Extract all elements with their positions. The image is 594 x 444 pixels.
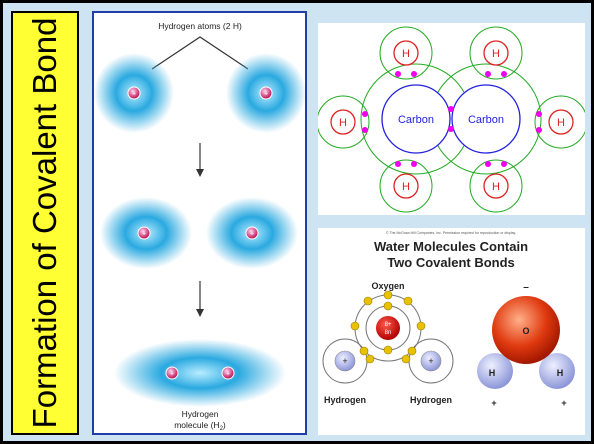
hydrogen-left-nucleus [334, 350, 356, 372]
model-hydrogen-right [539, 353, 575, 389]
molecule-electron-cloud [114, 339, 286, 407]
nucleus-symbol: + [170, 371, 174, 378]
hydrogen-ring [483, 40, 509, 66]
hydrogen-label: H [402, 181, 410, 193]
nucleus-left [127, 86, 141, 100]
shared-electron [362, 111, 368, 117]
shared-electron [536, 111, 542, 117]
shared-electron [485, 71, 491, 77]
electron [383, 290, 393, 300]
ethane-bond-panel: Carbon Carbon H H H H H H [316, 23, 588, 215]
hydrogen-label: H [557, 117, 565, 129]
hydrogen-left-label: Hydrogen [324, 395, 366, 405]
nucleus-left-approach [137, 226, 151, 240]
electron [383, 301, 393, 311]
electron [416, 321, 426, 331]
water-title-line2: Two Covalent Bonds [387, 255, 515, 270]
nucleus-symbol: + [132, 91, 136, 98]
electron [403, 296, 413, 306]
shared-electron [395, 161, 401, 167]
model-hydrogen-label: H [489, 368, 496, 378]
electron [363, 296, 373, 306]
model-oxygen [492, 296, 560, 364]
arrow-head-2 [196, 309, 204, 317]
negative-charge: – [523, 282, 529, 293]
hydrogen-shell [469, 26, 523, 80]
shared-electron [485, 161, 491, 167]
ethane-shell-diagram: Carbon Carbon H H H H H H [316, 26, 588, 213]
oxygen-nucleus [376, 316, 400, 340]
water-title-line1: Water Molecules Contain [374, 239, 528, 254]
shared-electron [536, 127, 542, 133]
shared-electron [395, 71, 401, 77]
hydrogen-formation-diagram: Hydrogen atoms (2 H) + + + + + [94, 21, 306, 432]
molecule-nucleus-right [221, 366, 235, 380]
proton-symbol: + [342, 356, 347, 366]
positive-charge: + [491, 398, 496, 408]
hydrogen-shell [379, 159, 433, 213]
positive-charge: + [561, 398, 566, 408]
hydrogen-formation-panel: Hydrogen atoms (2 H) + + + + + [92, 11, 307, 435]
nucleus-symbol: + [226, 371, 230, 378]
carbon-right-nucleus-ring [451, 84, 521, 154]
proton-symbol: + [428, 356, 433, 366]
title-bar: Formation of Covalent Bond [11, 11, 79, 435]
hydrogen-right-nucleus [420, 350, 442, 372]
shared-electron [448, 126, 454, 132]
electron [401, 354, 411, 364]
arrow-head-1 [196, 169, 204, 177]
hydrogen-ring [393, 40, 419, 66]
model-hydrogen-left [477, 353, 513, 389]
shared-electron [411, 161, 417, 167]
nucleus-protons: 8+ [385, 322, 392, 328]
hydrogen-molecule-label-line2: molecule (H2) [174, 420, 226, 432]
electron [359, 346, 369, 356]
hydrogen-atoms-label: Hydrogen atoms (2 H) [158, 21, 242, 31]
electron [350, 321, 360, 331]
nucleus-right [259, 86, 273, 100]
hydrogen-molecule-label-line1: Hydrogen [182, 409, 219, 419]
hydrogen-shell [469, 159, 523, 213]
shared-electron [362, 127, 368, 133]
nucleus-right-approach [245, 226, 259, 240]
model-oxygen-label: O [522, 326, 529, 336]
electron [407, 346, 417, 356]
nucleus-symbol: + [250, 231, 254, 238]
hydrogen-label: H [339, 117, 347, 129]
water-molecule-diagram: © The McGraw-Hill Companies, Inc. Permis… [322, 231, 575, 408]
nucleus-symbol: + [264, 91, 268, 98]
shared-electron [411, 71, 417, 77]
nucleus-neutrons: 8n [385, 330, 392, 336]
carbon-left-label: Carbon [398, 114, 434, 126]
copyright-notice: © The McGraw-Hill Companies, Inc. Permis… [386, 231, 516, 235]
hydrogen-ring [548, 109, 574, 135]
water-molecule-panel: © The McGraw-Hill Companies, Inc. Permis… [318, 228, 585, 435]
carbon-right-label: Carbon [468, 114, 504, 126]
oxygen-label: Oxygen [371, 281, 404, 291]
hydrogen-shell [379, 26, 433, 80]
hydrogen-label: H [492, 181, 500, 193]
electron [383, 345, 393, 355]
hydrogen-label: H [492, 48, 500, 60]
hydrogen-ring [330, 109, 356, 135]
shared-electron [448, 106, 454, 112]
hydrogen-ring [483, 173, 509, 199]
bracket-line [151, 36, 249, 70]
electron [365, 354, 375, 364]
hydrogen-right-label: Hydrogen [410, 395, 452, 405]
molecule-nucleus-left [165, 366, 179, 380]
carbon-left-nucleus-ring [381, 84, 451, 154]
hydrogen-label: H [402, 48, 410, 60]
shared-electron [501, 71, 507, 77]
hydrogen-ring [393, 173, 419, 199]
slide-title: Formation of Covalent Bond [26, 17, 63, 429]
shared-electron [501, 161, 507, 167]
model-hydrogen-label: H [557, 368, 564, 378]
nucleus-symbol: + [142, 231, 146, 238]
